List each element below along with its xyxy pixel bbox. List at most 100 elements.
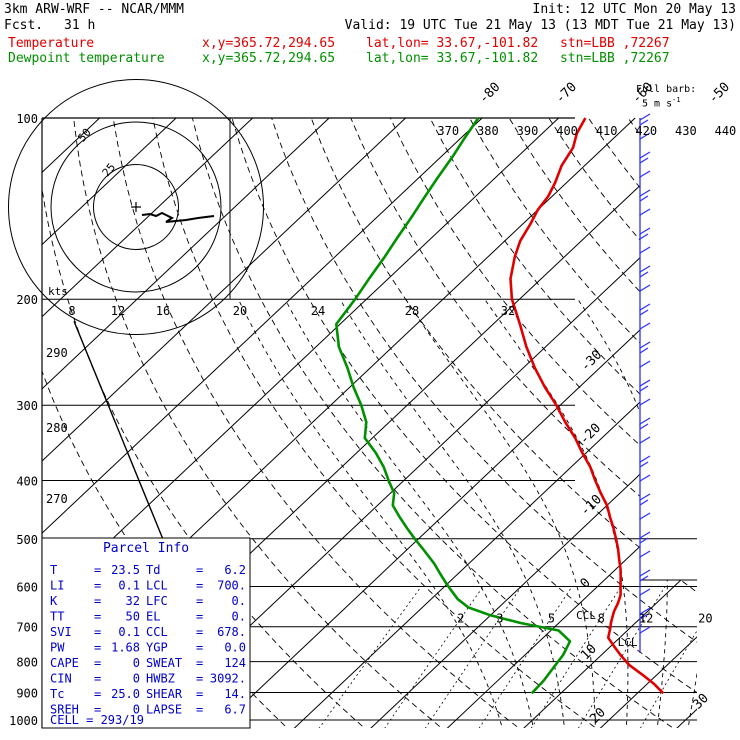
theta-label: 410 <box>596 124 618 138</box>
parcel-value: 14. <box>224 687 246 701</box>
theta-label: 370 <box>437 124 459 138</box>
legend-dewpoint-name: Dewpoint temperature <box>8 51 165 66</box>
parcel-key: PW <box>50 641 65 655</box>
parcel-value: 0 <box>133 672 140 686</box>
parcel-eq: = <box>196 703 203 717</box>
wind-barb <box>639 246 651 273</box>
isotherm-line <box>42 117 253 728</box>
parcel-value: 25.0 <box>111 687 140 701</box>
mixing-ratio-line <box>422 586 522 728</box>
mixing-ratio-label: 2 <box>457 612 464 626</box>
parcel-eq: = <box>94 563 101 577</box>
parcel-eq: = <box>94 594 101 608</box>
wind-barb <box>639 626 651 653</box>
legend-temperature-latlon: lat,lon= 33.67,-101.82 <box>366 36 539 51</box>
forecast-hour: 31 h <box>64 18 96 33</box>
hodograph <box>8 79 264 335</box>
pressure-tick-label: 600 <box>16 580 38 594</box>
parcel-eq: = <box>196 687 203 701</box>
parcel-eq: = <box>196 672 203 686</box>
parcel-eq: = <box>196 579 203 593</box>
wind-barb-key-line2: 5 m s-1 <box>642 95 681 109</box>
wind-barb <box>639 151 651 178</box>
moist-adiabat-line <box>284 298 535 728</box>
speed-label: 8 <box>68 304 75 318</box>
parcel-value: 32 <box>126 594 140 608</box>
speed-label: 12 <box>111 304 125 318</box>
wind-barb <box>639 493 651 520</box>
speed-label: 16 <box>156 304 170 318</box>
wind-barb <box>639 531 651 558</box>
parcel-key: Tc <box>50 687 64 701</box>
parcel-value: 700. <box>217 579 246 593</box>
parcel-eq: = <box>94 625 101 639</box>
theta-label: 430 <box>675 124 697 138</box>
wind-barb <box>639 284 651 311</box>
parcel-info-box <box>41 537 251 729</box>
parcel-eq: = <box>94 687 101 701</box>
forecast-label: Fcst. <box>4 18 44 33</box>
parcel-value: 3092. <box>210 672 246 686</box>
parcel-value: 50 <box>126 610 140 624</box>
parcel-eq: = <box>94 703 101 717</box>
hodograph-ring <box>8 79 264 335</box>
parcel-key: EL <box>146 610 160 624</box>
moist-adiabat-line <box>237 299 505 728</box>
parcel-value: 0 <box>133 656 140 670</box>
parcel-eq: = <box>196 563 203 577</box>
lcl-label: LCL <box>618 636 638 649</box>
parcel-key: LAPSE <box>146 703 182 717</box>
parcel-value: 0. <box>232 594 246 608</box>
moist-adiabat-line <box>405 298 596 728</box>
parcel-value: 6.7 <box>224 703 246 717</box>
parcel-key: CAPE <box>50 656 79 670</box>
pressure-tick-label: 900 <box>16 686 38 700</box>
hodograph-ring <box>93 164 179 250</box>
pressure-tick-label: 1000 <box>9 714 38 728</box>
mixing-ratio-line <box>575 586 666 728</box>
parcel-key: LI <box>50 579 64 593</box>
dry-adiabat-line <box>152 117 603 728</box>
theta-label: 380 <box>477 124 499 138</box>
parcel-key: YGP <box>146 641 168 655</box>
theta-label: 390 <box>517 124 539 138</box>
pressure-tick-label: 700 <box>16 621 38 635</box>
legend-dewpoint-latlon: lat,lon= 33.67,-101.82 <box>366 51 539 66</box>
moist-adiabat-line <box>577 298 668 728</box>
parcel-key: T <box>50 563 57 577</box>
parcel-eq: = <box>94 610 101 624</box>
hodograph-trace <box>141 211 215 223</box>
wind-barb <box>639 474 651 501</box>
thetae-label: 280 <box>46 421 68 435</box>
mixing-ratio-line <box>381 586 484 728</box>
parcel-key: SVI <box>50 625 72 639</box>
isotherm-line <box>212 117 697 728</box>
hodograph-units: kts <box>48 285 68 298</box>
mixing-ratio-line <box>475 586 573 728</box>
parcel-eq: = <box>196 594 203 608</box>
parcel-key: SWEAT <box>146 656 182 670</box>
isotherm-line <box>42 117 330 728</box>
wind-barb <box>639 398 651 425</box>
theta-label: 420 <box>635 124 657 138</box>
hodograph-origin-marker <box>131 202 141 212</box>
parcel-eq: = <box>94 656 101 670</box>
legend-temperature-xy: x,y=365.72,294.65 <box>202 36 336 51</box>
legend-dewpoint-xy: x,y=365.72,294.65 <box>202 51 336 66</box>
parcel-value: 678. <box>217 625 246 639</box>
parcel-info-panel: Parcel Info T = 23.5 Td = 6.2 LI = 0.1 LCL = 700. K = 3… <box>41 537 251 729</box>
parcel-key: LFC <box>146 594 168 608</box>
pressure-tick-label: 100 <box>16 112 38 126</box>
parcel-eq: = <box>196 625 203 639</box>
mixing-ratio-label: 3 <box>496 612 503 626</box>
speed-label: 20 <box>233 304 247 318</box>
isotherm-line <box>42 117 483 728</box>
parcel-cell: CELL = 293/19 <box>50 713 144 727</box>
mixing-ratio-label: 8 <box>598 612 605 626</box>
wind-barb <box>639 512 651 539</box>
wind-barb <box>639 113 651 140</box>
parcel-value: 0.1 <box>118 625 140 639</box>
parcel-value: 6.2 <box>224 563 246 577</box>
wind-barb-key-exponent: -1 <box>672 96 681 104</box>
wind-barb <box>639 550 651 577</box>
